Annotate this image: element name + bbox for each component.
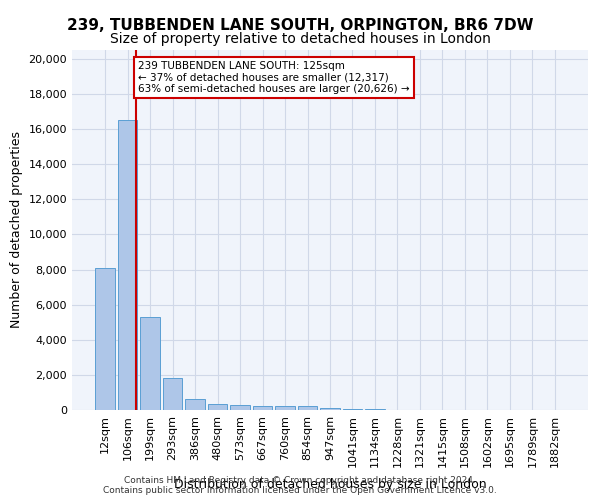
Bar: [95, 268, 115, 410]
X-axis label: Distribution of detached houses by size in London: Distribution of detached houses by size …: [173, 478, 487, 491]
Bar: [275, 406, 295, 410]
Bar: [343, 409, 362, 410]
Bar: [230, 406, 250, 410]
Text: 239 TUBBENDEN LANE SOUTH: 125sqm
← 37% of detached houses are smaller (12,317)
6: 239 TUBBENDEN LANE SOUTH: 125sqm ← 37% o…: [138, 61, 410, 94]
Text: 239, TUBBENDEN LANE SOUTH, ORPINGTON, BR6 7DW: 239, TUBBENDEN LANE SOUTH, ORPINGTON, BR…: [67, 18, 533, 32]
Bar: [253, 406, 272, 410]
Bar: [185, 398, 205, 410]
Bar: [298, 406, 317, 410]
Text: Size of property relative to detached houses in London: Size of property relative to detached ho…: [110, 32, 490, 46]
Bar: [163, 378, 182, 410]
Bar: [118, 120, 137, 410]
Bar: [140, 317, 160, 410]
Bar: [208, 404, 227, 410]
Text: Contains HM Land Registry data © Crown copyright and database right 2024.
Contai: Contains HM Land Registry data © Crown c…: [103, 476, 497, 495]
Bar: [320, 408, 340, 410]
Y-axis label: Number of detached properties: Number of detached properties: [10, 132, 23, 328]
